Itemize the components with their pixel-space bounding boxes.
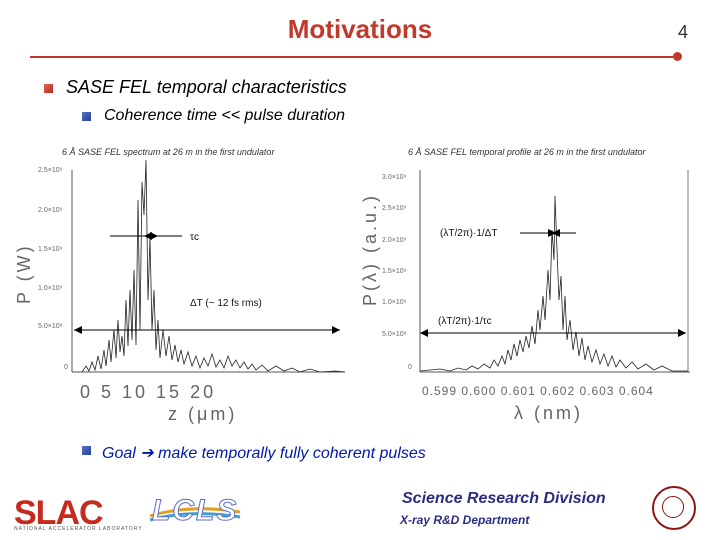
spike-width-annotation: (λT/2π)·1/τᴄ	[438, 316, 492, 327]
sub-bullet-icon	[82, 112, 91, 121]
bottom-arrowhead-right	[678, 329, 686, 337]
right-ytick: 5.0×10⁸	[382, 331, 407, 338]
deltaT-arrowhead-left	[74, 326, 82, 334]
coherence-width-annotation: (λT/2π)·1/ΔT	[440, 228, 498, 239]
tau-arrowhead	[144, 232, 152, 240]
right-ytick: 3.0×10⁹	[382, 174, 407, 181]
left-ytick: 1.0×10⁹	[38, 285, 63, 292]
title-rule	[30, 56, 678, 58]
left-xticks: 0 5 10 15 20	[80, 382, 217, 402]
lcls-swoosh	[149, 512, 241, 522]
department-name: X-ray R&D Department	[400, 513, 530, 527]
deltaT-annotation: ΔT (~ 12 fs rms)	[190, 298, 262, 309]
left-plot-xlabel: z (μm)	[168, 404, 238, 424]
right-ytick: 1.0×10⁹	[382, 299, 407, 306]
slac-logo-subtitle: NATIONAL ACCELERATOR LABORATORY	[14, 526, 143, 532]
right-xticks: 0.599 0.600 0.601 0.602 0.603 0.604	[422, 384, 654, 398]
bullet-main: SASE FEL temporal characteristics	[66, 77, 347, 97]
left-ytick: 2.0×10⁹	[38, 207, 63, 214]
deltaT-arrowhead-right	[332, 326, 340, 334]
left-ytick: 2.5×10⁹	[38, 167, 63, 174]
right-ytick: 1.5×10⁹	[382, 268, 407, 275]
tau-annotation: τᴄ	[190, 232, 199, 243]
left-ytick: 5.0×10⁸	[38, 323, 63, 330]
right-ytick: 2.5×10⁹	[382, 205, 407, 212]
right-plot-xlabel: λ (nm)	[514, 403, 583, 423]
lcls-swoosh	[149, 507, 241, 518]
right-plot-title: 6 Å SASE FEL temporal profile at 26 m in…	[408, 147, 646, 157]
slac-logo: SLAC	[14, 494, 104, 532]
seal-inner-ring	[662, 496, 684, 518]
page-number: 4	[677, 22, 688, 42]
right-ytick: 2.0×10⁹	[382, 237, 407, 244]
stanford-seal-icon	[652, 486, 696, 530]
left-ytick: 0	[64, 364, 68, 371]
left-ytick: 1.5×10⁹	[38, 246, 63, 253]
left-spectrum-trace	[81, 159, 346, 373]
right-ytick: 0	[408, 364, 412, 371]
bottom-arrowhead-left	[420, 329, 428, 337]
slide-title: Motivations	[287, 14, 433, 44]
right-plot-ylabel: P(λ) (a.u.)	[360, 192, 380, 306]
rule-endpoint-dot	[673, 52, 682, 61]
top-arrowhead	[552, 229, 560, 237]
left-plot-title: 6 Å SASE FEL spectrum at 26 m in the fir…	[62, 147, 275, 157]
bullet-coherence: Coherence time << pulse duration	[104, 107, 346, 124]
bullet-icon	[44, 84, 53, 93]
lcls-logo: LCLS	[151, 494, 239, 528]
right-temporal-trace	[419, 195, 688, 372]
goal-text: Goal ➔ make temporally fully coherent pu…	[102, 445, 426, 462]
goal-bullet-icon	[82, 446, 91, 455]
division-name: Science Research Division	[402, 490, 606, 507]
